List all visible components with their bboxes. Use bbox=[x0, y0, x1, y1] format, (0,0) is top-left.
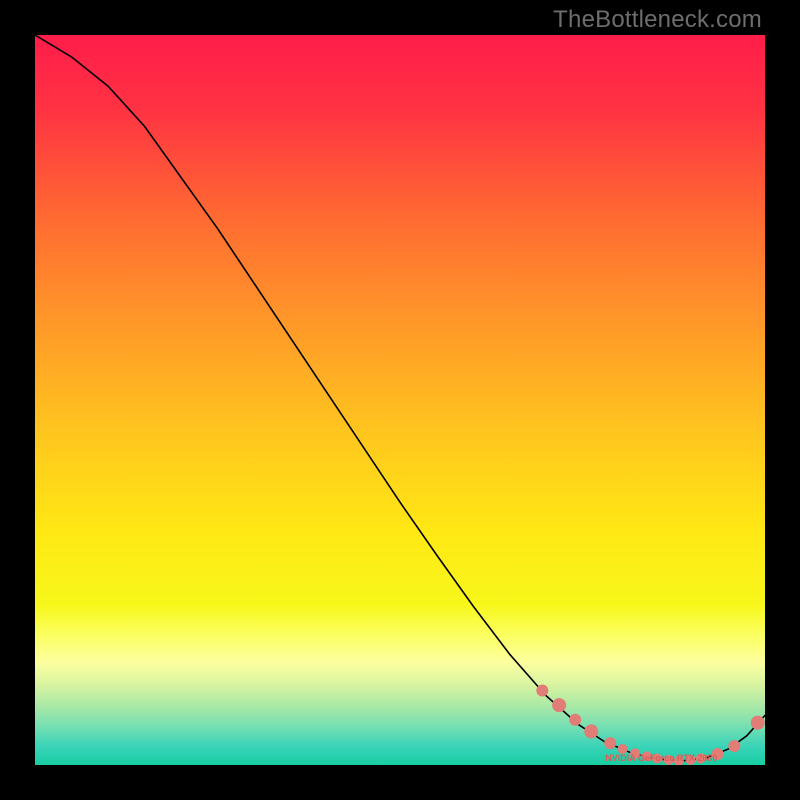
data-point bbox=[536, 685, 548, 697]
chart-stage: NVIDIA GeForce RTX 2080 TheBottleneck.co… bbox=[0, 0, 800, 800]
plot-area: NVIDIA GeForce RTX 2080 bbox=[35, 35, 765, 765]
curve-annotation: NVIDIA GeForce RTX 2080 bbox=[605, 753, 717, 763]
watermark-text: TheBottleneck.com bbox=[553, 6, 762, 34]
gradient-background bbox=[35, 35, 765, 765]
data-point bbox=[569, 714, 581, 726]
data-point bbox=[728, 740, 740, 752]
data-point bbox=[584, 724, 598, 738]
plot-svg bbox=[35, 35, 765, 765]
data-point bbox=[751, 716, 765, 730]
data-point bbox=[552, 698, 566, 712]
data-point bbox=[604, 737, 616, 749]
